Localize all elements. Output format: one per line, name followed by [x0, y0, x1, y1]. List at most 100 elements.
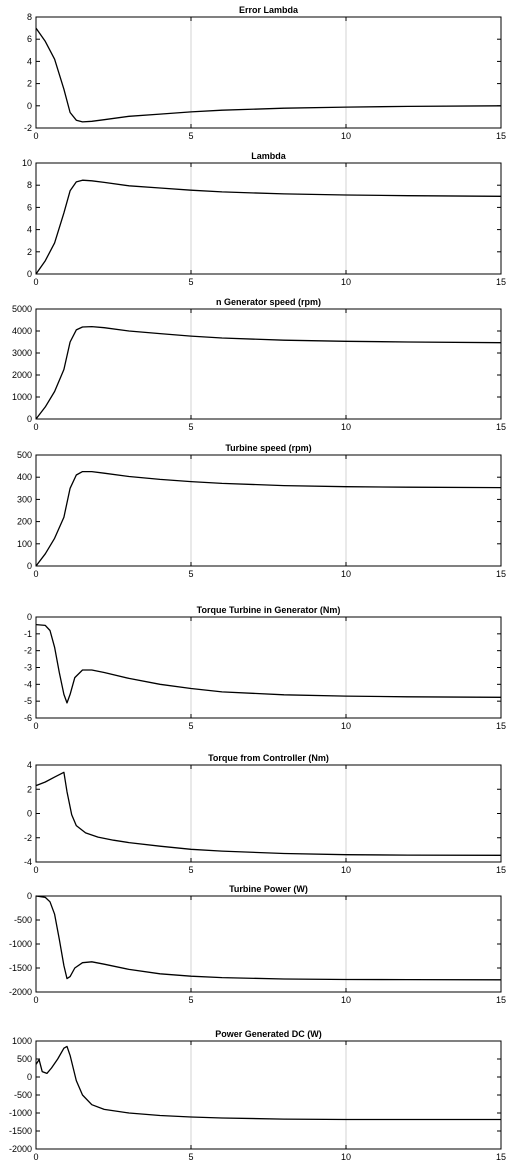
axes-box: [35, 764, 502, 863]
y-tick-label: 200: [17, 517, 32, 527]
series-line: [35, 623, 502, 704]
x-tick-label: 5: [188, 721, 193, 731]
y-tick-label: 2: [27, 247, 32, 257]
y-tick-label: 6: [27, 202, 32, 212]
y-tick-label: -3: [24, 663, 32, 673]
y-tick-label: -1000: [9, 939, 32, 949]
chart-title: Torque from Controller (Nm): [208, 753, 329, 763]
y-tick-label: -1000: [9, 1108, 32, 1118]
y-tick-label: 0: [27, 891, 32, 901]
plot-area: [36, 896, 501, 992]
y-tick-label: 0: [27, 561, 32, 571]
x-tick-label: 5: [188, 131, 193, 141]
series-line: [35, 27, 502, 123]
y-tick-label: 1000: [12, 392, 32, 402]
x-tick-label: 0: [33, 865, 38, 875]
axes-box: [35, 1040, 502, 1150]
series-line: [35, 179, 502, 275]
y-tick-label: 10: [22, 158, 32, 168]
x-tick-label: 15: [496, 995, 506, 1005]
plot-area: [36, 17, 501, 128]
y-tick-label: 2: [27, 784, 32, 794]
y-tick-label: -500: [14, 1090, 32, 1100]
axes-box: [35, 895, 502, 993]
chart-title: Turbine Power (W): [229, 884, 308, 894]
y-tick-label: -4: [24, 679, 32, 689]
x-tick-label: 10: [341, 995, 351, 1005]
x-tick-label: 10: [341, 721, 351, 731]
y-tick-label: -4: [24, 857, 32, 867]
x-tick-label: 0: [33, 1152, 38, 1162]
axes-box: [35, 162, 502, 275]
series-line: [35, 1045, 501, 1121]
y-tick-label: -2000: [9, 987, 32, 997]
chart-5: Torque Turbine in Generator (Nm) -6 -5 -4 -3…: [24, 605, 506, 731]
chart-8: Power Generated DC (W) -2000 -1500 -1000 -50…: [9, 1029, 506, 1162]
y-tick-label: 0: [27, 1072, 32, 1082]
plot-area: [36, 163, 501, 274]
y-tick-label: 3000: [12, 348, 32, 358]
axes-box: [35, 16, 502, 129]
y-tick-label: -1500: [9, 963, 32, 973]
axes-box: [35, 616, 502, 719]
chart-title: Lambda: [251, 151, 287, 161]
series-line: [35, 895, 502, 981]
y-tick-label: 0: [27, 809, 32, 819]
series-line: [35, 325, 502, 420]
x-tick-label: 10: [341, 865, 351, 875]
y-tick-label: 1000: [12, 1036, 32, 1046]
y-tick-label: -500: [14, 915, 32, 925]
x-tick-label: 15: [496, 277, 506, 287]
plot-area: [36, 455, 501, 566]
x-tick-label: 5: [188, 569, 193, 579]
plot-area: [36, 765, 501, 862]
x-tick-label: 10: [341, 569, 351, 579]
x-tick-label: 15: [496, 1152, 506, 1162]
chart-title: Torque Turbine in Generator (Nm): [197, 605, 341, 615]
x-tick-label: 15: [496, 422, 506, 432]
x-tick-label: 0: [33, 131, 38, 141]
y-tick-label: -2: [24, 833, 32, 843]
x-tick-label: 5: [188, 865, 193, 875]
plot-area: [36, 1041, 501, 1149]
chart-6: Torque from Controller (Nm) -4 -2 0 2 4 0 5 10 15: [24, 753, 506, 875]
y-tick-label: -5: [24, 696, 32, 706]
x-tick-label: 0: [33, 422, 38, 432]
y-tick-label: 5000: [12, 304, 32, 314]
chart-title: n Generator speed (rpm): [216, 297, 321, 307]
chart-2: Lambda 0 2 4 6 8 10 0 5 10 15: [22, 151, 506, 287]
x-tick-label: 10: [341, 131, 351, 141]
y-tick-label: -2: [24, 123, 32, 133]
y-tick-label: 0: [27, 414, 32, 424]
y-tick-label: -2000: [9, 1144, 32, 1154]
y-tick-label: 2: [27, 79, 32, 89]
y-tick-label: 0: [27, 269, 32, 279]
y-tick-label: 4: [27, 56, 32, 66]
chart-title: Error Lambda: [239, 5, 299, 15]
y-tick-label: 400: [17, 472, 32, 482]
y-tick-label: 500: [17, 450, 32, 460]
x-tick-label: 15: [496, 721, 506, 731]
x-tick-label: 0: [33, 721, 38, 731]
y-tick-label: 500: [17, 1054, 32, 1064]
y-tick-label: 8: [27, 180, 32, 190]
x-tick-label: 0: [33, 995, 38, 1005]
y-tick-label: 2000: [12, 370, 32, 380]
y-tick-label: 0: [27, 101, 32, 111]
plot-area: [36, 309, 501, 419]
y-tick-label: 8: [27, 12, 32, 22]
x-tick-label: 15: [496, 131, 506, 141]
x-tick-label: 5: [188, 422, 193, 432]
y-tick-label: 100: [17, 539, 32, 549]
chart-4: Turbine speed (rpm) 0 100 200 300 400 500 0 5 10 1…: [17, 443, 506, 579]
axes-box: [35, 454, 502, 567]
x-tick-label: 15: [496, 569, 506, 579]
x-tick-label: 0: [33, 569, 38, 579]
x-tick-label: 15: [496, 865, 506, 875]
y-tick-label: -1500: [9, 1126, 32, 1136]
y-tick-label: -1: [24, 629, 32, 639]
x-tick-label: 10: [341, 1152, 351, 1162]
x-tick-label: 5: [188, 277, 193, 287]
